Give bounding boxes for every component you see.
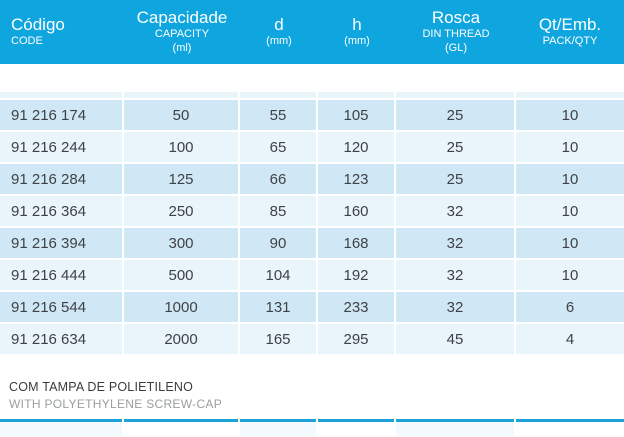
- column-label: h: [352, 14, 362, 34]
- bottom-rule: [0, 419, 624, 422]
- spacer-cell: [240, 92, 316, 98]
- column-sublabel: CODE: [11, 35, 43, 48]
- column-label: Capacidade: [136, 7, 228, 27]
- column-label: Qt/Emb.: [538, 14, 602, 34]
- table-cell-thread: 25: [396, 164, 514, 194]
- table-cell-h: 120: [318, 132, 394, 162]
- below-rule-segment: [318, 422, 394, 436]
- table-cell-thread: 32: [396, 228, 514, 258]
- rule-segment: [318, 419, 394, 422]
- table-cell-d: 90: [240, 228, 316, 258]
- table-cell-h: 123: [318, 164, 394, 194]
- table-cell-h: 168: [318, 228, 394, 258]
- table-cell-d: 66: [240, 164, 316, 194]
- column-header-d: d (mm): [240, 0, 318, 64]
- column-sublabel: (mm): [266, 35, 292, 48]
- table-cell-code: 91 216 394: [0, 228, 122, 258]
- table-cell-h: 105: [318, 100, 394, 130]
- table-cell-code: 91 216 544: [0, 292, 122, 322]
- table-cell-thread: 45: [396, 324, 514, 354]
- column-sublabel: (ml): [172, 42, 192, 55]
- table-cell-h: 295: [318, 324, 394, 354]
- table-cell-thread: 32: [396, 292, 514, 322]
- table-cell-capacity: 100: [124, 132, 238, 162]
- rule-segment: [124, 419, 238, 422]
- table-body: 91 216 174 50 55 105 25 10 91 216 244 10…: [0, 92, 624, 354]
- table-cell-d: 85: [240, 196, 316, 226]
- spacer-cell: [396, 92, 514, 98]
- column-sublabel: PACK/QTY: [542, 35, 598, 48]
- column-sublabel: DIN THREAD: [422, 28, 490, 41]
- table-cell-h: 160: [318, 196, 394, 226]
- table-cell-code: 91 216 244: [0, 132, 122, 162]
- table-cell-code: 91 216 444: [0, 260, 122, 290]
- table-cell-capacity: 300: [124, 228, 238, 258]
- table-cell-qty: 10: [516, 260, 624, 290]
- column-sublabel: (GL): [445, 42, 467, 55]
- table-cell-d: 65: [240, 132, 316, 162]
- below-rule-segment: [0, 422, 122, 436]
- table-cell-d: 104: [240, 260, 316, 290]
- below-rule-strip: [0, 422, 624, 436]
- spacer-cell: [124, 92, 238, 98]
- rule-segment: [0, 419, 122, 422]
- table-cell-h: 192: [318, 260, 394, 290]
- table-cell-code: 91 216 174: [0, 100, 122, 130]
- column-header-rosca: Rosca DIN THREAD (GL): [396, 0, 516, 64]
- table-cell-thread: 25: [396, 132, 514, 162]
- column-header-qt-emb: Qt/Emb. PACK/QTY: [516, 0, 624, 64]
- table-cell-qty: 10: [516, 100, 624, 130]
- column-sublabel: CAPACITY: [154, 28, 210, 41]
- table-cell-capacity: 250: [124, 196, 238, 226]
- rule-segment: [396, 419, 514, 422]
- spacer-cell: [318, 92, 394, 98]
- spacer-cell: [516, 92, 624, 98]
- table-cell-capacity: 2000: [124, 324, 238, 354]
- column-header-codigo: Código CODE: [0, 0, 124, 64]
- table-cell-d: 165: [240, 324, 316, 354]
- table-cell-capacity: 500: [124, 260, 238, 290]
- table-cell-code: 91 216 364: [0, 196, 122, 226]
- table-cell-code: 91 216 284: [0, 164, 122, 194]
- table-cell-qty: 6: [516, 292, 624, 322]
- footnote: COM TAMPA DE POLIETILENO WITH POLYETHYLE…: [9, 380, 624, 411]
- table-cell-d: 55: [240, 100, 316, 130]
- table-cell-d: 131: [240, 292, 316, 322]
- rule-segment: [240, 419, 316, 422]
- table-cell-qty: 4: [516, 324, 624, 354]
- below-rule-segment: [516, 422, 624, 436]
- column-header-h: h (mm): [318, 0, 396, 64]
- below-rule-segment: [124, 422, 238, 436]
- table-cell-capacity: 50: [124, 100, 238, 130]
- table-cell-thread: 32: [396, 260, 514, 290]
- column-label: Código: [11, 14, 65, 34]
- footnote-english: WITH POLYETHYLENE SCREW-CAP: [9, 397, 223, 411]
- table-cell-code: 91 216 634: [0, 324, 122, 354]
- table-cell-capacity: 125: [124, 164, 238, 194]
- table-cell-thread: 32: [396, 196, 514, 226]
- table-header-row: Código CODE Capacidade CAPACITY (ml) d (…: [0, 0, 624, 64]
- below-rule-segment: [240, 422, 316, 436]
- table-cell-qty: 10: [516, 196, 624, 226]
- table-cell-qty: 10: [516, 164, 624, 194]
- footnote-portuguese: COM TAMPA DE POLIETILENO: [9, 380, 194, 394]
- spacer-cell: [0, 92, 122, 98]
- column-label: Rosca: [431, 7, 481, 27]
- rule-segment: [516, 419, 624, 422]
- below-rule-segment: [396, 422, 514, 436]
- table-cell-qty: 10: [516, 132, 624, 162]
- table-cell-thread: 25: [396, 100, 514, 130]
- column-header-capacidade: Capacidade CAPACITY (ml): [124, 0, 240, 64]
- table-cell-qty: 10: [516, 228, 624, 258]
- table-cell-h: 233: [318, 292, 394, 322]
- column-label: d: [274, 14, 284, 34]
- column-sublabel: (mm): [344, 35, 370, 48]
- table-cell-capacity: 1000: [124, 292, 238, 322]
